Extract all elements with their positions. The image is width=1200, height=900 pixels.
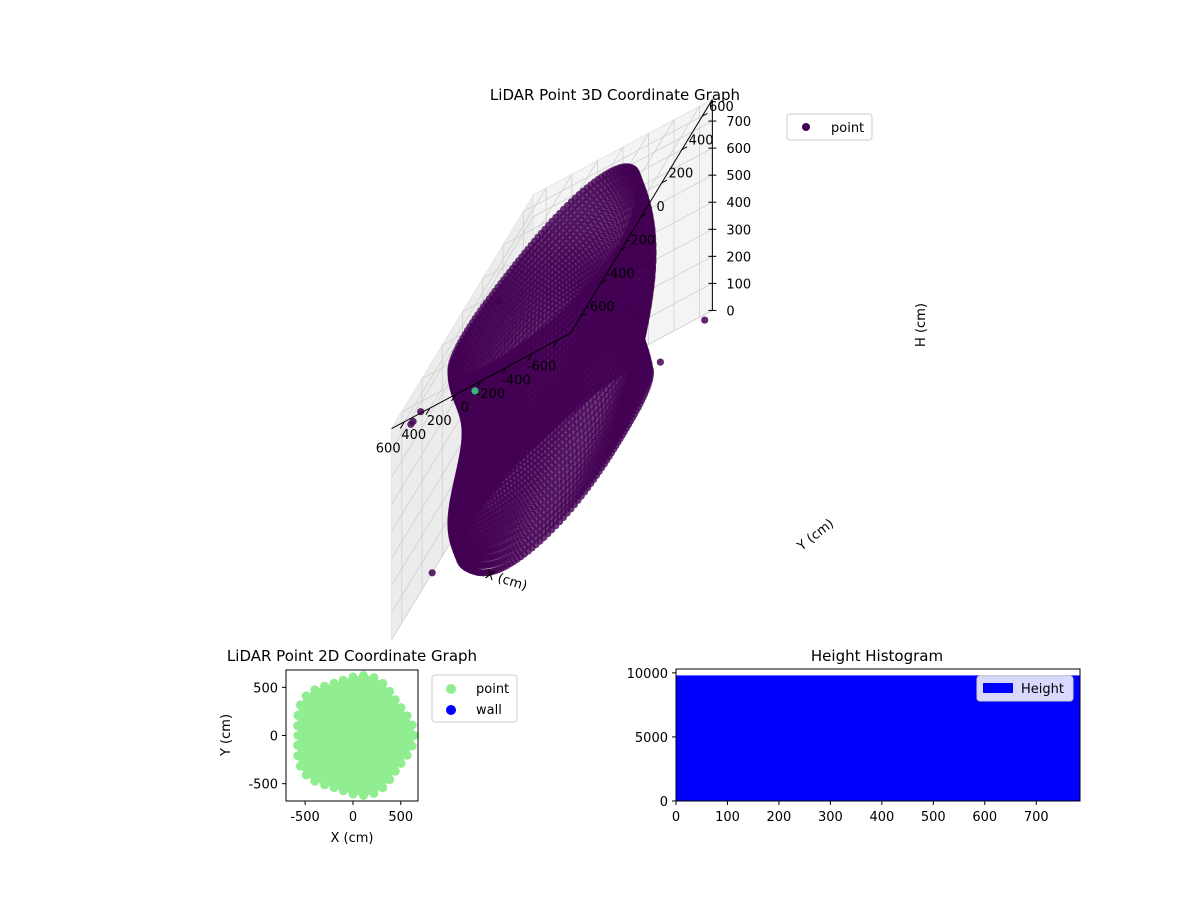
chart-3d-point-cloud bbox=[407, 163, 709, 577]
chart-3d: LiDAR Point 3D Coordinate Graph -600-400… bbox=[376, 86, 929, 642]
chart-3d-title: LiDAR Point 3D Coordinate Graph bbox=[490, 86, 740, 104]
chart-3d-grid-line-h bbox=[391, 120, 713, 451]
